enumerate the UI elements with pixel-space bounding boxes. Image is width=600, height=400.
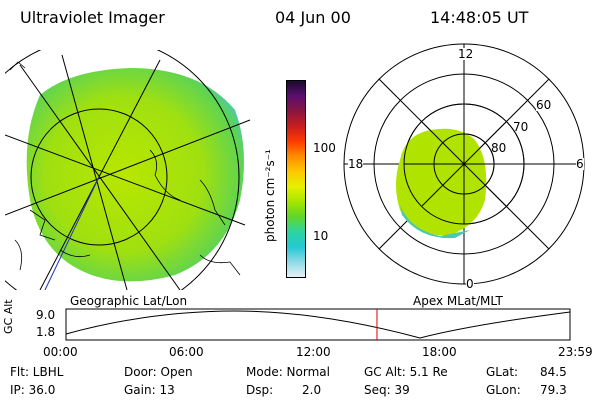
geographic-caption: Geographic Lat/Lon <box>70 294 188 308</box>
status-glat: GLat: <box>486 365 519 379</box>
time-tick-1800: 18:00 <box>422 345 457 359</box>
app-title: Ultraviolet Imager <box>20 8 165 27</box>
status-gc-alt: GC Alt: 5.1 Re <box>364 365 448 379</box>
status-dsp: Dsp: <box>246 383 274 397</box>
mlt-label-6: 6 <box>576 157 584 171</box>
status-mode: Mode: Normal <box>246 365 330 379</box>
time-label: 14:48:05 UT <box>430 8 529 27</box>
altitude-ylabel: GC Alt <box>2 299 15 334</box>
time-tick-0600: 06:00 <box>169 345 204 359</box>
status-glon-value: 79.3 <box>540 383 567 397</box>
geographic-map <box>5 50 251 290</box>
status-glat-value: 84.5 <box>540 365 567 379</box>
time-tick-2359: 23:59 <box>558 345 593 359</box>
mlt-label-18: 18 <box>348 157 364 171</box>
status-ip: IP: 36.0 <box>10 383 56 397</box>
altitude-ytick-top: 9.0 <box>36 308 56 322</box>
altitude-ytick-bottom: 1.8 <box>36 325 56 339</box>
coastline-outlines <box>9 61 241 276</box>
status-dsp-value: 2.0 <box>302 383 322 397</box>
mlat-label-70: 70 <box>513 120 529 134</box>
colorbar <box>286 80 306 278</box>
latitude-circle <box>30 108 168 246</box>
status-filter: Flt: LBHL <box>10 365 64 379</box>
mlat-label-60: 60 <box>536 98 552 112</box>
altitude-plot-frame <box>65 308 571 341</box>
mlt-label-0: 0 <box>466 277 474 291</box>
mlat-label-80: 80 <box>491 141 507 155</box>
time-tick-1200: 12:00 <box>296 345 331 359</box>
polar-caption: Apex MLat/MLT <box>413 294 503 308</box>
date-label: 04 Jun 00 <box>275 8 351 27</box>
colorbar-tick-10: 10 <box>313 229 329 243</box>
altitude-curve <box>65 310 571 339</box>
time-tick-0000: 00:00 <box>43 345 78 359</box>
colorbar-tick-100: 100 <box>313 141 336 155</box>
status-seq: Seq: 39 <box>364 383 410 397</box>
status-gain: Gain: 13 <box>124 383 175 397</box>
status-door: Door: Open <box>124 365 193 379</box>
mlt-label-12: 12 <box>458 47 474 61</box>
status-glon: GLon: <box>486 383 521 397</box>
